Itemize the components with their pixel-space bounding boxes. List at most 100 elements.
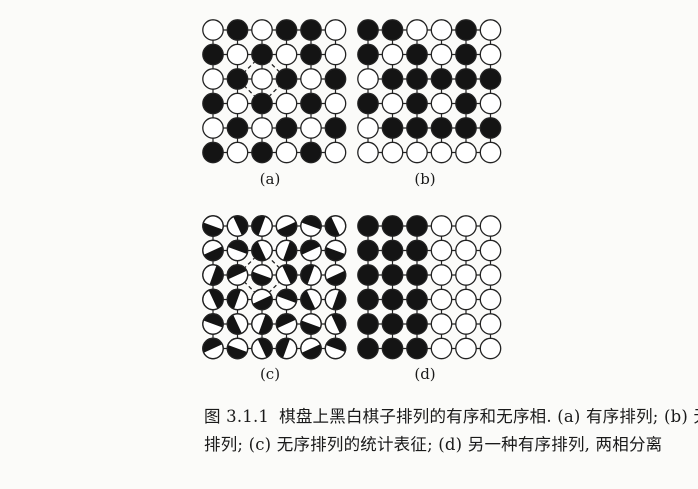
stone [381,239,404,262]
stone [226,337,249,360]
caption-text-1: 棋盘上黑白棋子排列的有序和无序相. (a) 有序排列; (b) 无序 [279,407,698,426]
stone [324,117,347,139]
panel-label-b: (b) [414,170,436,188]
stone [381,141,404,164]
stone [430,313,453,335]
stone [324,239,347,262]
stone [430,141,453,164]
stone [455,19,477,41]
panel-b [357,19,502,164]
stone [300,92,322,115]
stone [381,92,404,115]
stone [381,19,404,41]
stone [357,239,379,262]
stone [226,239,249,262]
stone [455,288,477,311]
stone [275,141,298,164]
stone [381,313,404,335]
stone [455,68,477,90]
stone [430,337,453,360]
stone [479,313,502,335]
stone [251,19,273,41]
stone [202,19,224,41]
stone [406,141,428,164]
stone [202,239,224,262]
figure: (a) (b) (c) (d) [202,19,502,383]
stone [406,19,428,41]
stone [381,337,404,360]
stone [251,215,273,237]
panel-label-c: (c) [259,365,281,383]
stone [357,264,379,286]
stone [479,239,502,262]
stone [381,68,404,90]
stone [202,141,224,164]
stone [251,92,273,115]
stone [251,68,273,90]
stone [324,19,347,41]
stone [324,337,347,360]
board-c [202,215,347,360]
caption-line-1: 图 3.1.1 棋盘上黑白棋子排列的有序和无序相. (a) 有序排列; (b) 无… [204,403,698,431]
stone [324,43,347,66]
stone [455,215,477,237]
stone [275,68,298,90]
stone [202,288,224,311]
stone [381,117,404,139]
stone [479,92,502,115]
stone [357,337,379,360]
stone [324,92,347,115]
panel-a [202,19,347,164]
stone [251,313,273,335]
stone [202,92,224,115]
stone [275,264,298,286]
stone [479,43,502,66]
stone [406,239,428,262]
stone [275,117,298,139]
stone [251,337,273,360]
stone [357,68,379,90]
stone [275,43,298,66]
stone [275,288,298,311]
board-d [357,215,502,360]
stone [357,288,379,311]
stone [406,288,428,311]
dashed-neighborhood [236,53,288,105]
stone [479,264,502,286]
stone [430,117,453,139]
stone [251,117,273,139]
panel-label-d: (d) [414,365,436,383]
stone [479,337,502,360]
stone [251,239,273,262]
stone [381,288,404,311]
stone [226,215,249,237]
stone [226,43,249,66]
stone [300,19,322,41]
stone [479,68,502,90]
stone [406,313,428,335]
stone [406,43,428,66]
stone [226,19,249,41]
stone [202,117,224,139]
stone [455,264,477,286]
stone [300,337,322,360]
stone [430,19,453,41]
stone [226,264,249,286]
stone [324,141,347,164]
stone [324,215,347,237]
stone [275,215,298,237]
dashed-neighborhood [236,249,288,301]
caption-label: 图 3.1.1 [204,407,270,426]
stone [275,19,298,41]
stone [275,313,298,335]
stone [357,43,379,66]
stone [430,239,453,262]
stone [406,117,428,139]
stone [406,337,428,360]
stone [300,43,322,66]
stone [226,117,249,139]
panel-d [357,215,502,360]
stone [226,68,249,90]
stone [357,19,379,41]
stone [300,215,322,237]
